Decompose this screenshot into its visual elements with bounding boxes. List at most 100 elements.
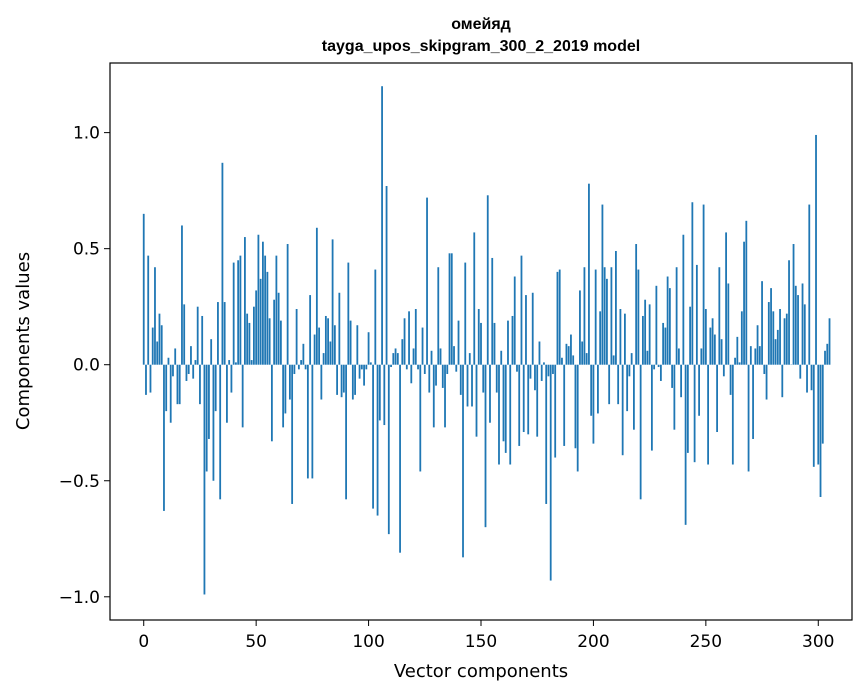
bar-66 bbox=[291, 364, 294, 504]
bar-207 bbox=[608, 364, 611, 405]
bar-11 bbox=[167, 357, 170, 365]
bar-96 bbox=[358, 364, 361, 379]
bar-245 bbox=[693, 364, 696, 463]
x-tick-label: 300 bbox=[802, 632, 834, 652]
bar-189 bbox=[567, 346, 570, 365]
bar-59 bbox=[275, 255, 278, 365]
bar-115 bbox=[401, 339, 404, 365]
bar-123 bbox=[419, 364, 422, 472]
bar-284 bbox=[781, 364, 784, 398]
bar-154 bbox=[489, 364, 491, 423]
bar-168 bbox=[520, 255, 523, 365]
bar-57 bbox=[270, 364, 273, 442]
bar-120 bbox=[412, 348, 415, 365]
y-tick-label: −0.5 bbox=[59, 472, 100, 492]
bar-113 bbox=[396, 353, 399, 365]
bar-156 bbox=[493, 322, 496, 365]
bar-75 bbox=[311, 364, 314, 479]
bar-127 bbox=[428, 364, 431, 393]
bar-10 bbox=[165, 364, 168, 412]
bar-193 bbox=[576, 364, 579, 472]
bar-300 bbox=[817, 364, 820, 465]
bar-259 bbox=[725, 232, 727, 365]
bar-211 bbox=[617, 364, 620, 405]
bar-214 bbox=[624, 313, 626, 365]
y-tick-label: −1.0 bbox=[59, 588, 100, 608]
bar-172 bbox=[529, 364, 532, 379]
bar-231 bbox=[662, 322, 665, 365]
bar-18 bbox=[183, 304, 186, 365]
bar-286 bbox=[785, 313, 788, 365]
bar-239 bbox=[680, 364, 683, 398]
bar-221 bbox=[639, 364, 642, 500]
bar-160 bbox=[502, 364, 505, 442]
bar-3 bbox=[149, 364, 152, 393]
bar-26 bbox=[201, 315, 204, 365]
bar-166 bbox=[516, 364, 518, 372]
bar-27 bbox=[203, 364, 206, 595]
bar-136 bbox=[448, 253, 451, 365]
bar-256 bbox=[718, 267, 721, 365]
bar-161 bbox=[504, 364, 507, 453]
x-tick-label: 200 bbox=[577, 632, 609, 652]
bar-106 bbox=[381, 86, 383, 365]
bar-277 bbox=[765, 364, 768, 400]
bar-122 bbox=[417, 364, 419, 370]
bar-80 bbox=[322, 353, 325, 365]
bar-118 bbox=[408, 311, 410, 365]
bar-297 bbox=[810, 364, 813, 391]
bar-303 bbox=[824, 350, 826, 365]
bar-111 bbox=[392, 353, 395, 365]
bar-86 bbox=[336, 364, 338, 395]
bar-63 bbox=[284, 364, 287, 414]
bar-150 bbox=[480, 322, 482, 365]
bar-50 bbox=[255, 290, 258, 365]
bar-279 bbox=[770, 288, 772, 365]
bar-13 bbox=[172, 364, 174, 377]
bar-155 bbox=[491, 257, 494, 365]
y-tick-label: 0.5 bbox=[73, 240, 100, 260]
bar-158 bbox=[498, 364, 500, 465]
bar-206 bbox=[606, 278, 608, 365]
bar-90 bbox=[345, 364, 347, 500]
bar-134 bbox=[444, 364, 446, 428]
bar-48 bbox=[250, 360, 253, 365]
bar-254 bbox=[713, 334, 716, 365]
bar-265 bbox=[738, 362, 741, 365]
bar-62 bbox=[282, 364, 285, 428]
bar-232 bbox=[664, 327, 667, 365]
x-tick-label: 150 bbox=[465, 632, 497, 652]
bar-146 bbox=[471, 364, 473, 407]
bar-213 bbox=[621, 364, 624, 456]
bar-274 bbox=[758, 346, 761, 365]
bar-205 bbox=[603, 267, 606, 365]
bar-125 bbox=[423, 364, 426, 374]
bar-0 bbox=[142, 213, 145, 365]
bar-116 bbox=[403, 318, 406, 365]
bar-55 bbox=[266, 271, 269, 365]
bar-241 bbox=[684, 364, 687, 525]
bar-94 bbox=[354, 364, 356, 395]
bar-149 bbox=[477, 309, 480, 365]
bar-12 bbox=[169, 364, 172, 423]
bar-128 bbox=[430, 350, 433, 365]
bar-174 bbox=[534, 364, 536, 391]
bar-30 bbox=[210, 339, 213, 365]
bar-292 bbox=[799, 364, 802, 379]
bar-71 bbox=[302, 343, 305, 365]
bar-228 bbox=[655, 285, 658, 365]
bar-164 bbox=[511, 315, 514, 365]
bar-267 bbox=[743, 241, 745, 365]
bar-301 bbox=[819, 364, 822, 497]
bar-203 bbox=[599, 311, 602, 365]
bar-272 bbox=[754, 348, 757, 365]
bar-173 bbox=[531, 292, 534, 365]
bar-114 bbox=[399, 364, 401, 553]
bar-190 bbox=[570, 334, 572, 365]
bar-260 bbox=[727, 283, 730, 365]
bar-278 bbox=[767, 302, 770, 365]
bar-29 bbox=[208, 364, 210, 439]
bar-299 bbox=[815, 134, 817, 365]
bar-137 bbox=[450, 253, 453, 365]
